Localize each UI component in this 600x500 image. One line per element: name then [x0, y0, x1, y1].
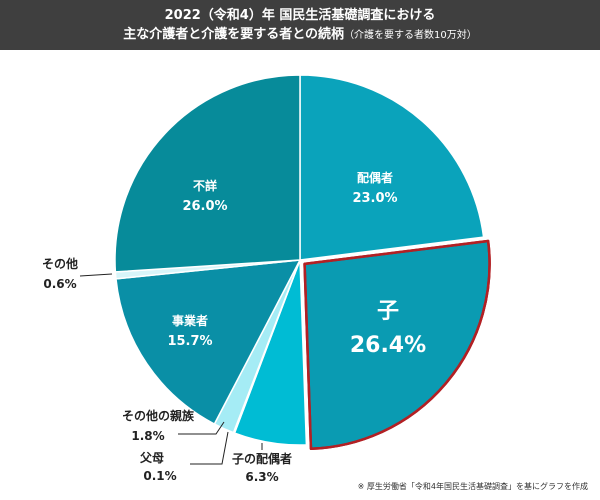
- slice-label-4: 父母: [139, 451, 164, 465]
- leader-line-7: [79, 273, 113, 277]
- title-bar: 2022（令和4）年 国民生活基礎調査における 主な介護者と介護を要する者との続…: [0, 0, 600, 50]
- slice-value-6: 15.7%: [167, 334, 212, 349]
- slice-label-1: 配偶者: [357, 170, 393, 185]
- slice-1: [299, 74, 485, 261]
- slice-label-7: その他: [42, 256, 78, 271]
- leader-line-4: [190, 431, 229, 465]
- slice-value-5: 1.8%: [131, 429, 164, 443]
- slice-6: [115, 259, 301, 425]
- chart-title-line1: 2022（令和4）年 国民生活基礎調査における: [164, 8, 436, 23]
- slice-value-3: 6.3%: [245, 470, 278, 484]
- slice-8: [114, 74, 301, 273]
- slice-label-5: その他の親族: [122, 408, 195, 423]
- highlight-outline: [303, 239, 491, 451]
- slice-value-4: 0.1%: [143, 469, 176, 483]
- source-footnote: ※ 厚生労働省「令和4年国民生活基礎調査」を基にグラフを作成: [357, 482, 588, 491]
- chart-title-line2: 主な介護者と介護を要する者との続柄（介護を要する者数10万対）: [0, 27, 600, 44]
- slice-value-7: 0.6%: [43, 277, 76, 291]
- slice-value-2: 26.4%: [350, 333, 426, 358]
- slice-value-1: 23.0%: [352, 191, 397, 206]
- slice-value-8: 26.0%: [182, 199, 227, 214]
- leader-line-5: [178, 421, 225, 435]
- slice-label-8: 不詳: [193, 178, 217, 193]
- slice-label-6: 事業者: [172, 313, 208, 328]
- slice-label-2: 子: [377, 299, 399, 324]
- chart-subtitle: （介護を要する者数10万対）: [344, 30, 477, 41]
- chart-title-main: 主な介護者と介護を要する者との続柄: [123, 27, 345, 42]
- slice-label-3: 子の配偶者: [232, 451, 292, 466]
